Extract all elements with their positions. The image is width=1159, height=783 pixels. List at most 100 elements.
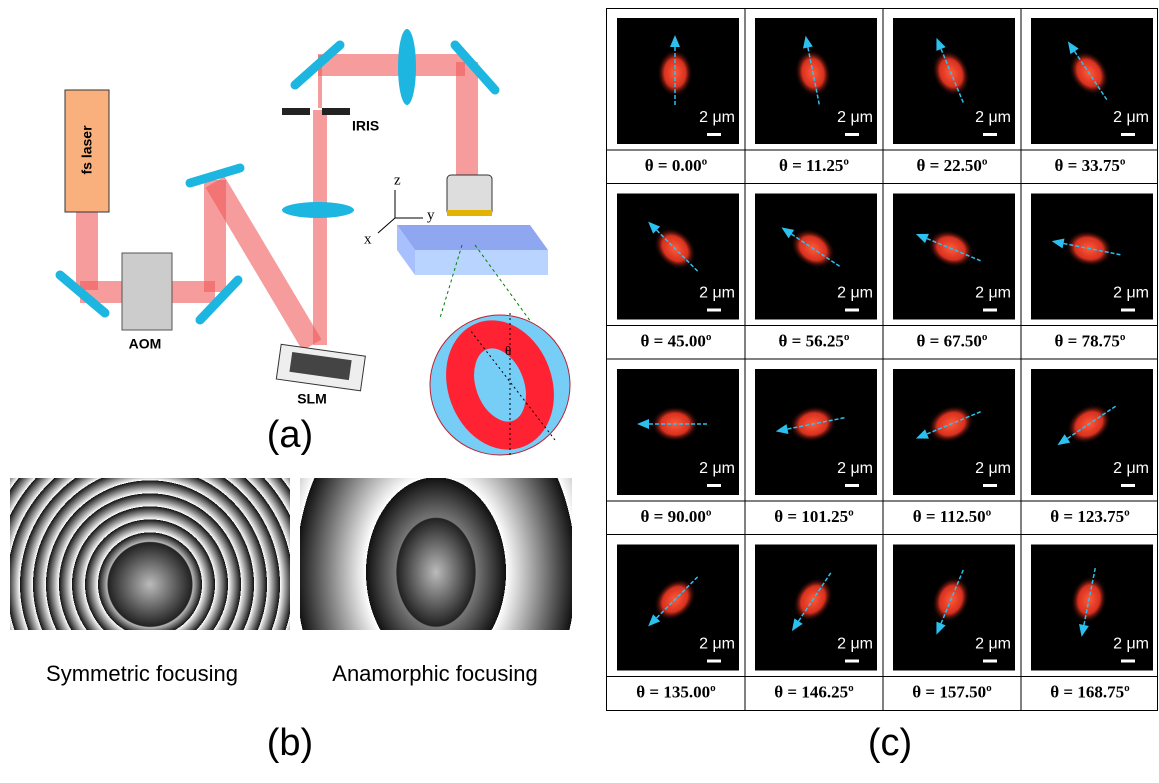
scale-label: 2 μm — [699, 636, 735, 653]
caption: Anamorphic focusing — [332, 661, 537, 686]
scale-bar — [1121, 659, 1135, 663]
direction-arrow — [1082, 567, 1096, 630]
theta-caption: θ = 0.00º — [645, 156, 708, 175]
iris — [282, 108, 310, 115]
slm-label: SLM — [297, 391, 327, 407]
arrow-head — [915, 233, 929, 244]
zoom-lines — [439, 244, 556, 356]
laser-box — [64, 89, 110, 213]
sample — [397, 225, 415, 275]
theta-caption: θ = 112.50º — [913, 507, 992, 526]
lens — [398, 29, 416, 105]
scale-bar — [845, 484, 859, 487]
lens — [282, 202, 354, 218]
scale-bar — [983, 659, 997, 663]
arrow-head — [781, 227, 795, 239]
arrow-head — [670, 35, 680, 47]
scale-label: 2 μm — [1113, 109, 1149, 126]
aom-box — [121, 252, 173, 331]
arrow-head — [648, 221, 661, 234]
direction-arrow — [783, 417, 845, 431]
scale-label: 2 μm — [975, 460, 1011, 477]
scale-label: 2 μm — [837, 636, 873, 653]
panel-label: (b) — [267, 722, 313, 764]
scale-bar — [707, 484, 721, 487]
arrow-head — [791, 618, 803, 632]
scale-bar — [1121, 484, 1135, 487]
scale-bar — [845, 133, 859, 136]
theta-caption: θ = 135.00º — [636, 682, 716, 701]
scale-label: 2 μm — [837, 285, 873, 302]
arrow-head — [1067, 41, 1079, 55]
theta-caption: θ = 90.00º — [641, 507, 712, 526]
laser-label: fs laser — [79, 125, 95, 175]
theta-caption: θ = 101.25º — [774, 507, 854, 526]
panel-label: (a) — [267, 414, 313, 456]
arrow-head — [915, 429, 929, 439]
phase-pattern — [300, 478, 572, 630]
scale-label: 2 μm — [837, 109, 873, 126]
scale-label: 2 μm — [975, 636, 1011, 653]
scale-bar — [707, 659, 721, 663]
arrow-head — [637, 419, 649, 429]
theta-caption: θ = 11.25º — [779, 156, 849, 175]
scale-label: 2 μm — [1113, 636, 1149, 653]
panel-label: (c) — [868, 722, 912, 764]
direction-arrow — [787, 231, 841, 267]
scale-label: 2 μm — [975, 109, 1011, 126]
theta-caption: θ = 45.00º — [641, 331, 712, 350]
inset-lines — [469, 310, 556, 455]
caption: Symmetric focusing — [46, 661, 238, 686]
scale-label: 2 μm — [837, 460, 873, 477]
arrow-head — [803, 35, 813, 49]
direction-arrow — [795, 572, 832, 625]
scale-label: 2 μm — [699, 109, 735, 126]
scale-bar — [845, 659, 859, 663]
arrow-head — [1079, 624, 1089, 637]
scale-bar — [983, 484, 997, 487]
axis-label: x — [364, 231, 372, 247]
arrow-head — [936, 621, 946, 635]
sample — [415, 250, 548, 275]
direction-arrow — [1071, 47, 1108, 101]
scale-bar — [845, 308, 859, 312]
theta-caption: θ = 78.75º — [1055, 331, 1126, 350]
axes — [377, 190, 423, 234]
direction-arrow — [653, 576, 699, 622]
axis-label: z — [394, 172, 401, 188]
scale-bar — [707, 308, 721, 312]
theta-caption: θ = 22.50º — [917, 156, 988, 175]
scale-bar — [983, 308, 997, 312]
beam-path — [76, 54, 478, 351]
aom-label: AOM — [129, 336, 162, 352]
direction-arrow — [653, 226, 699, 272]
ring — [446, 320, 554, 450]
slm — [275, 343, 366, 392]
sample — [397, 225, 548, 250]
objective — [447, 210, 492, 216]
scale-label: 2 μm — [1113, 460, 1149, 477]
theta-caption: θ = 56.25º — [779, 331, 850, 350]
arrow-head — [775, 424, 789, 434]
phase-pattern — [10, 478, 290, 630]
scale-label: 2 μm — [699, 460, 735, 477]
objective — [446, 174, 493, 216]
theta-caption: θ = 33.75º — [1055, 156, 1126, 175]
theta-caption: θ = 67.50º — [917, 331, 988, 350]
iris — [322, 108, 350, 115]
direction-arrow — [922, 411, 981, 437]
direction-arrow — [1059, 241, 1121, 256]
arrow-head — [648, 614, 661, 627]
direction-arrow — [922, 236, 981, 262]
theta-caption: θ = 157.50º — [912, 682, 992, 701]
scale-bar — [707, 133, 721, 136]
iris-label: IRIS — [352, 118, 379, 134]
mirrors — [55, 40, 500, 325]
direction-arrow — [938, 569, 964, 628]
scale-bar — [983, 133, 997, 136]
direction-arrow — [938, 44, 964, 103]
scale-bar — [1121, 308, 1135, 312]
scale-bar — [1121, 133, 1135, 136]
